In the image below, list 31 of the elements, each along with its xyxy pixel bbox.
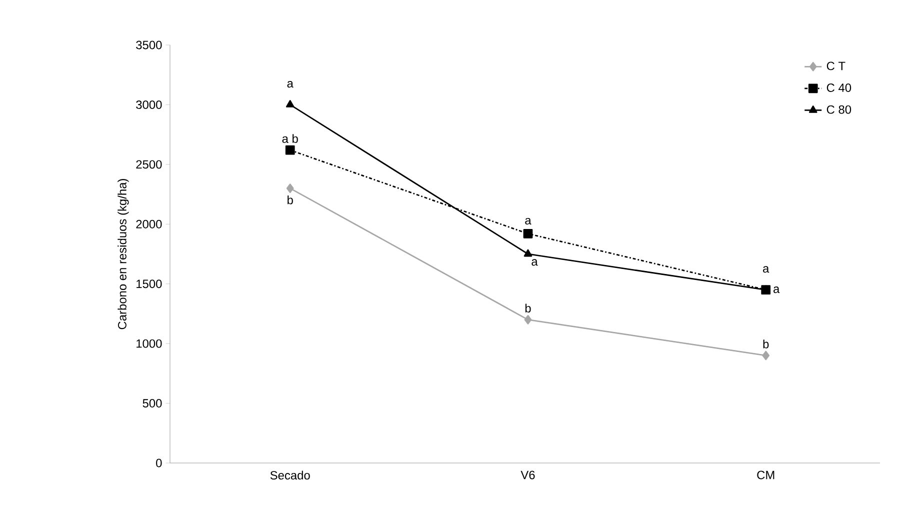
legend-label: C T — [826, 62, 846, 70]
annotation: b — [525, 304, 531, 313]
annotation: a b — [282, 134, 298, 143]
annotation: a — [532, 259, 538, 266]
legend-label: C 40 — [826, 84, 852, 92]
y-tick-label: 1500 — [136, 280, 162, 288]
y-tick-label: 3000 — [136, 100, 162, 109]
annotation: b — [288, 195, 293, 204]
y-tick-label: 500 — [142, 399, 162, 408]
annotation: a — [763, 266, 770, 273]
point — [286, 100, 294, 108]
x-tick-label: V6 — [520, 470, 535, 480]
point — [524, 249, 532, 257]
y-tick-label: 3500 — [136, 40, 162, 50]
y-tick-label: 0 — [156, 458, 162, 468]
annotation: a — [525, 218, 532, 225]
point — [524, 315, 532, 324]
y-tick-label: 2500 — [136, 160, 162, 169]
y-axis-title: Carbono en residuos (kg/ha) — [118, 179, 129, 330]
annotation: b — [763, 340, 769, 348]
point — [285, 145, 295, 155]
annotation: a — [287, 81, 294, 88]
x-tick-label: CM — [757, 470, 774, 480]
x-tick-label: Secado — [270, 470, 310, 480]
point — [286, 184, 294, 193]
y-tick-label: 1000 — [136, 339, 162, 348]
annotation: a — [774, 286, 780, 294]
y-tick-label: 2000 — [136, 220, 162, 228]
point — [762, 350, 770, 360]
legend-label: C 80 — [826, 105, 852, 114]
point — [523, 229, 533, 238]
